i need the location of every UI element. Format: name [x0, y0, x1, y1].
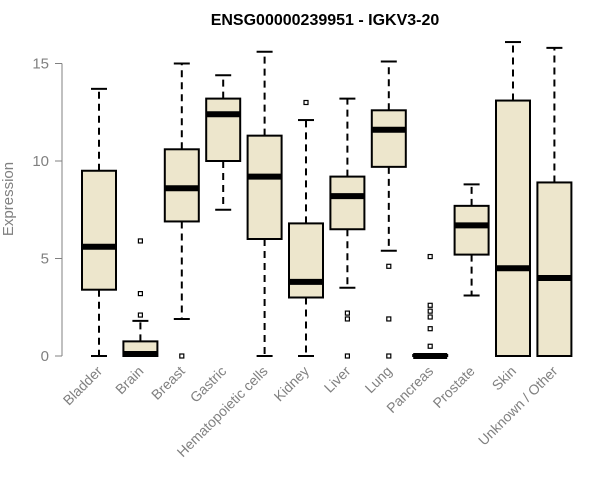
box-iqr: [205, 97, 242, 162]
outlier-point: [344, 353, 350, 359]
box-kidney: [288, 99, 324, 357]
box-pancreas: [412, 253, 449, 359]
x-tick-label: Prostate: [430, 363, 478, 411]
box-breast: [163, 62, 200, 359]
box-brain: [122, 238, 159, 358]
box-iqr: [81, 169, 117, 291]
x-tick-label: Liver: [321, 363, 354, 396]
box-skin: [495, 41, 531, 357]
x-tick-label: Brain: [112, 363, 146, 397]
outlier-point: [344, 316, 350, 322]
y-axis-label: Expression: [0, 162, 17, 236]
y-tick-label: 5: [41, 251, 49, 268]
outlier-point: [386, 263, 392, 269]
outlier-point: [427, 302, 433, 308]
outlier-point: [137, 238, 143, 244]
box-prostate: [453, 183, 490, 297]
x-tick-label: Lung: [362, 363, 395, 396]
box-hematopoietic-cells: [246, 50, 283, 357]
box-iqr: [495, 99, 531, 357]
outlier-point: [137, 291, 143, 297]
box-lung: [370, 60, 407, 359]
outlier-point: [386, 353, 392, 359]
box-unknown-other: [536, 46, 573, 357]
x-tick-label: Skin: [489, 363, 520, 394]
x-tick-label: Unknown / Other: [475, 363, 561, 449]
outlier-point: [427, 314, 433, 320]
outlier-point: [303, 99, 309, 106]
box-iqr: [329, 175, 366, 231]
outlier-point: [179, 353, 185, 359]
box-bladder: [81, 87, 117, 357]
outlier-point: [427, 308, 433, 314]
box-iqr: [370, 109, 407, 168]
box-iqr: [453, 204, 490, 256]
outlier-point: [427, 253, 433, 260]
box-iqr: [288, 222, 324, 299]
outlier-point: [427, 343, 433, 349]
box-iqr: [536, 181, 573, 357]
outlier-point: [137, 312, 143, 318]
y-axis: 0 5 10 15: [32, 56, 63, 365]
outlier-point: [386, 316, 392, 322]
x-tick-label: Breast: [148, 363, 188, 403]
box-iqr: [246, 134, 283, 240]
y-tick-label: 15: [32, 56, 49, 73]
x-tick-label: Bladder: [60, 363, 106, 409]
box-series: [81, 41, 573, 359]
chart-title: ENSG00000239951 - IGKV3-20: [211, 12, 440, 29]
box-liver: [329, 97, 366, 359]
box-gastric: [205, 74, 242, 211]
outlier-point: [344, 310, 350, 316]
y-tick-label: 10: [32, 153, 49, 170]
x-tick-label: Kidney: [271, 363, 313, 405]
outlier-point: [427, 326, 433, 332]
y-tick-label: 0: [41, 348, 49, 365]
